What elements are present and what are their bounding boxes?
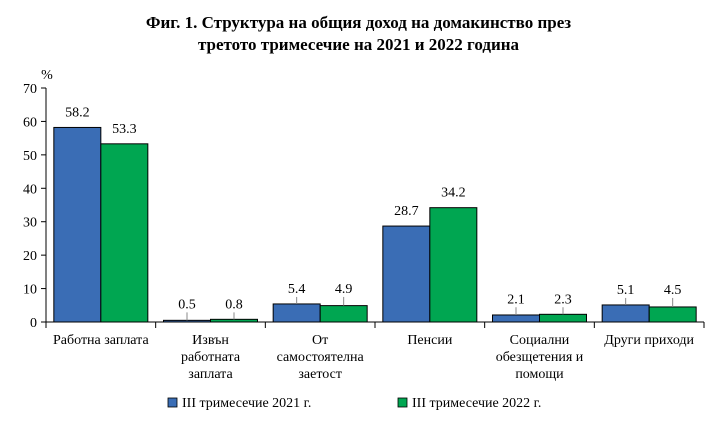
category-label: работната bbox=[181, 350, 241, 365]
y-tick-label: 40 bbox=[23, 182, 37, 197]
legend-swatch-2021 bbox=[167, 397, 178, 408]
category-label: помощи bbox=[515, 367, 564, 382]
bar-2021 bbox=[601, 304, 650, 323]
bar-2021 bbox=[382, 225, 431, 323]
bar-2022 bbox=[210, 318, 258, 323]
chart-title-line-1: Фиг. 1. Структура на общия доход на дома… bbox=[145, 13, 572, 32]
bar-2021 bbox=[163, 319, 211, 323]
y-unit-label: % bbox=[41, 68, 53, 83]
category-labels: Работна заплата Извън работната заплата От са… bbox=[53, 333, 695, 382]
y-tick-label: 70 bbox=[23, 82, 37, 97]
category-label: заплата bbox=[188, 367, 233, 382]
y-tick-label: 60 bbox=[23, 115, 37, 130]
bar-2022 bbox=[100, 143, 149, 323]
category-label: Извън bbox=[192, 333, 229, 348]
legend: III тримесечие 2021 г. III тримесечие 202… bbox=[167, 396, 541, 411]
axes: 0 10 20 30 40 50 60 70% bbox=[23, 68, 705, 331]
data-labels: 58.2 53.3 0.5 0.8 5.4 4.9 28.7 34.2 2.1 2.3 5.1 4.5 bbox=[65, 105, 682, 321]
bar-2021 bbox=[53, 126, 102, 323]
data-label: 0.5 bbox=[178, 297, 196, 312]
bar-2022 bbox=[539, 313, 587, 323]
bar-2021 bbox=[272, 303, 321, 323]
category-label: заетост bbox=[298, 367, 342, 382]
data-label: 0.8 bbox=[225, 297, 243, 312]
data-label: 5.4 bbox=[288, 282, 306, 297]
legend-label: III тримесечие 2021 г. bbox=[182, 396, 311, 411]
data-label: 34.2 bbox=[441, 186, 466, 201]
category-label: Пенсии bbox=[407, 333, 453, 348]
legend-swatch-2022 bbox=[397, 397, 408, 408]
y-tick-label: 10 bbox=[23, 283, 37, 298]
legend-label: III тримесечие 2022 г. bbox=[412, 396, 541, 411]
bar-2021 bbox=[492, 314, 540, 323]
y-tick-label: 20 bbox=[23, 249, 37, 264]
y-tick-label: 0 bbox=[30, 316, 37, 331]
chart-title-line-2: третото тримесечие на 2021 и 2022 година bbox=[197, 35, 520, 54]
data-label: 5.1 bbox=[617, 283, 635, 298]
category-label: Други приходи bbox=[604, 333, 694, 348]
category-label: От bbox=[312, 333, 328, 348]
data-label: 2.3 bbox=[554, 292, 572, 307]
category-label: самостоятелна bbox=[277, 350, 365, 365]
y-tick-label: 30 bbox=[23, 216, 37, 231]
category-label: Социални bbox=[510, 333, 570, 348]
category-label: Работна заплата bbox=[53, 333, 149, 348]
y-tick-label: 50 bbox=[23, 149, 37, 164]
bars bbox=[53, 126, 697, 323]
bar-2022 bbox=[648, 306, 697, 323]
data-label: 4.5 bbox=[664, 283, 682, 298]
data-label: 4.9 bbox=[335, 282, 353, 297]
data-label: 53.3 bbox=[112, 122, 137, 137]
bar-2022 bbox=[319, 305, 368, 323]
data-label: 58.2 bbox=[65, 105, 90, 120]
category-label: обезщетения и bbox=[496, 350, 584, 365]
data-label: 28.7 bbox=[394, 204, 419, 219]
data-label: 2.1 bbox=[507, 292, 525, 307]
bar-2022 bbox=[429, 207, 478, 323]
